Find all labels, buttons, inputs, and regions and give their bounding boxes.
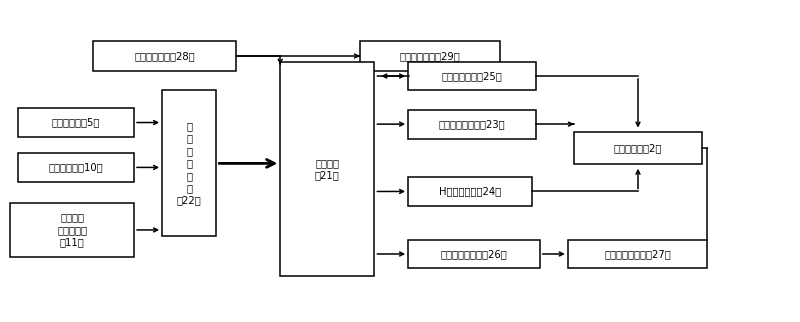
FancyBboxPatch shape (574, 132, 702, 164)
Text: 助力电动机（2）: 助力电动机（2） (614, 143, 662, 153)
FancyBboxPatch shape (18, 153, 134, 182)
Text: 故障显示电路（29）: 故障显示电路（29） (399, 51, 460, 61)
FancyBboxPatch shape (408, 240, 540, 269)
Text: 车速传感器（10）: 车速传感器（10） (49, 162, 103, 172)
FancyBboxPatch shape (162, 90, 216, 236)
Text: 继电器保护电路（27）: 继电器保护电路（27） (604, 249, 671, 259)
Text: H桥驱动电路（24）: H桥驱动电路（24） (439, 186, 501, 196)
Text: 输
入
接
口
电
路
（22）: 输 入 接 口 电 路 （22） (177, 121, 202, 206)
Text: 故障检测电路（28）: 故障检测电路（28） (134, 51, 194, 61)
FancyBboxPatch shape (18, 108, 134, 137)
Text: 驱动电机
转速传感器
（11）: 驱动电机 转速传感器 （11） (57, 213, 87, 247)
Text: 继电器驱动电路（26）: 继电器驱动电路（26） (441, 249, 507, 259)
Text: 转矩传感器（5）: 转矩传感器（5） (52, 118, 100, 128)
FancyBboxPatch shape (280, 62, 374, 276)
Text: 离合器控制电路（23）: 离合器控制电路（23） (438, 119, 505, 129)
FancyBboxPatch shape (10, 203, 134, 257)
FancyBboxPatch shape (408, 62, 536, 90)
Text: 微处理器
（21）: 微处理器 （21） (315, 158, 340, 180)
Text: 过流保护电路（25）: 过流保护电路（25） (442, 71, 502, 81)
FancyBboxPatch shape (408, 177, 532, 206)
FancyBboxPatch shape (93, 41, 236, 71)
FancyBboxPatch shape (568, 240, 707, 269)
FancyBboxPatch shape (360, 41, 500, 71)
FancyBboxPatch shape (408, 110, 536, 138)
